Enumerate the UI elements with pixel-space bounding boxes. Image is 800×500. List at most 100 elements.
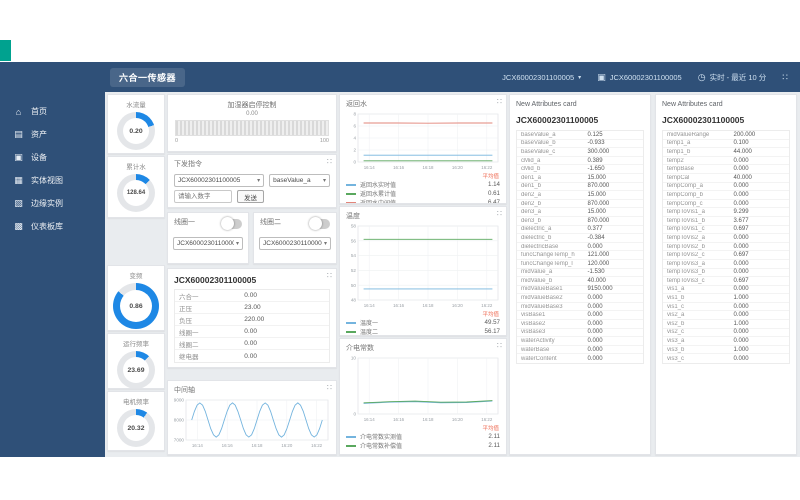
attribute-row: den3_a 15.000: [517, 208, 643, 217]
attribute-key: tempToVis3_a: [667, 260, 705, 267]
attributes-card-2: New Attributes card JCX60002301100005 mi…: [655, 94, 797, 455]
attributes-card-2-title: JCX60002301100005: [662, 115, 745, 125]
attribute-row: baseValue_c 300.000: [517, 148, 643, 157]
attribute-value: 0.000: [587, 312, 603, 319]
attribute-value: -0.384: [587, 234, 605, 241]
sidebar-item-label: 边缘实例: [31, 199, 63, 208]
device-value-key: 线圈一: [179, 329, 199, 337]
chevron-down-icon: ▾: [257, 178, 261, 184]
attribute-value: 0.000: [587, 355, 603, 362]
legend-row[interactable]: 温度二 56.17: [346, 327, 500, 335]
expand-icon[interactable]: ∷: [326, 157, 332, 166]
attribute-value: 15.000: [587, 191, 606, 198]
expand-icon[interactable]: ∷: [326, 271, 332, 280]
legend-row[interactable]: 温度一 49.57: [346, 318, 500, 327]
sidebar-item-edge-instances[interactable]: ▧ 边缘实例: [0, 192, 105, 215]
legend-series-value: 1.14: [487, 181, 500, 188]
attribute-key: dielectric_b: [521, 234, 552, 241]
attribute-row: den1_b 870.000: [517, 183, 643, 192]
expand-icon[interactable]: ∷: [326, 383, 332, 392]
attributes-table-1: baseValue_a 0.125 baseValue_b -0.933 baseVal…: [516, 130, 644, 365]
sidebar-item-entity-views[interactable]: ▦ 实体视图: [0, 169, 105, 192]
coil-1-toggle[interactable]: [221, 217, 242, 230]
svg-text:8: 8: [353, 112, 356, 117]
sidebar-item-home[interactable]: ⌂ 首页: [0, 100, 105, 123]
attribute-value: 0.000: [587, 329, 603, 336]
device-value-row: 线圈一 0.00: [175, 326, 329, 338]
sidebar-item-label: 资产: [31, 130, 47, 139]
attribute-row: dielectric_a 0.377: [517, 226, 643, 235]
attribute-key: tempToVis2_a: [667, 234, 705, 241]
attribute-row: tempComp_a 0.000: [663, 183, 789, 192]
command-device-select[interactable]: JCX60002301100005 ▾: [174, 174, 265, 187]
attribute-key: funcChangeTemp_h: [521, 252, 575, 259]
home-icon: ⌂: [15, 106, 22, 117]
expand-icon[interactable]: ∷: [496, 209, 502, 218]
legend-row[interactable]: 介电常数实测值 2.11: [346, 432, 500, 441]
attribute-value: -1.650: [587, 166, 605, 173]
legend-series-value: 2.11: [488, 433, 500, 440]
attribute-value: 15.000: [587, 209, 606, 216]
legend-row[interactable]: 返回水中间值 6.47: [346, 198, 500, 203]
entity-alias-select[interactable]: JCX60002301100005 ▾: [502, 73, 581, 82]
attribute-value: 200.000: [733, 131, 756, 138]
attribute-key: tempToVis3_c: [667, 277, 705, 284]
chevron-down-icon: ▾: [323, 241, 327, 247]
dielectric-chart-card: 介电常数 ∷ 10 0 16:14 16:16 16:18 16:20 16:22 平均值介…: [339, 338, 507, 455]
sidebar-item-assets[interactable]: ▤ 资产: [0, 123, 105, 146]
attribute-row: visBase3 0.000: [517, 329, 643, 338]
dashboard-toolbar: 六合一传感器 JCX60002301100005 ▾ ▣ JCX60002301…: [0, 62, 800, 92]
gauge-title: 水流量: [126, 102, 146, 109]
attribute-value: 0.000: [733, 243, 749, 250]
legend-series-value: 49.57: [484, 319, 500, 326]
attribute-key: tempCal: [667, 174, 690, 181]
coil-2-toggle[interactable]: [309, 217, 330, 230]
attribute-row: vis3_b 1.000: [663, 346, 789, 355]
chevron-down-icon: ▾: [578, 74, 582, 81]
command-number-input[interactable]: [174, 190, 232, 203]
svg-text:16:20: 16:20: [281, 443, 293, 448]
legend-row[interactable]: 返回水实时值 1.14: [346, 180, 500, 189]
legend-row[interactable]: 返回水累计值 0.61: [346, 189, 500, 198]
attributes-card-2-header: New Attributes card: [662, 101, 723, 108]
attribute-key: waterActivity: [521, 338, 555, 345]
expand-icon[interactable]: ∷: [496, 341, 502, 350]
coil-1-device-select[interactable]: JCX60002301100005 ▾: [173, 237, 243, 250]
attribute-value: 0.000: [733, 260, 749, 267]
attribute-key: den3_a: [521, 209, 542, 216]
sidebar-item-dashboards[interactable]: ▩ 仪表板库: [0, 215, 105, 238]
attribute-value: 1.000: [733, 346, 749, 353]
attribute-row: visBase2 0.000: [517, 320, 643, 329]
device-value-value: 0.00: [244, 352, 257, 360]
legend-row[interactable]: 介电常数补偿值 2.11: [346, 441, 500, 450]
attribute-key: visBase1: [521, 312, 546, 319]
attribute-value: 0.000: [733, 303, 749, 310]
coil-1-title: 线圈一: [174, 219, 195, 226]
timewindow-button[interactable]: ◷ 实时 - 最近 10 分: [698, 72, 767, 83]
humidifier-title: 加湿器启停控制: [227, 102, 277, 109]
expand-icon[interactable]: ∷: [496, 97, 502, 106]
coil-1-card: 线圈一 JCX60002301100005 ▾: [167, 212, 249, 264]
toolbar-actions: JCX60002301100005 ▾ ▣ JCX60002301100005 …: [502, 72, 800, 83]
sidebar-item-label: 仪表板库: [31, 222, 63, 231]
svg-text:16:18: 16:18: [423, 165, 435, 170]
sidebar-item-devices[interactable]: ▣ 设备: [0, 146, 105, 169]
attribute-key: tempToVis2_b: [667, 243, 705, 250]
device-chip[interactable]: ▣ JCX60002301100005: [597, 72, 682, 83]
edge-instances-icon: ▧: [14, 198, 23, 208]
attribute-row: tempToVis2_a 0.000: [663, 234, 789, 243]
command-key-select[interactable]: baseValue_a ▾: [269, 174, 330, 187]
send-button[interactable]: 发送: [237, 190, 264, 203]
device-value-key: 负压: [179, 317, 192, 325]
mid-shaft-chart-title: 中间轴: [174, 387, 195, 394]
attribute-value: 9.299: [733, 209, 749, 216]
attribute-value: 0.000: [733, 286, 749, 293]
humidifier-slider[interactable]: [175, 120, 329, 136]
attribute-row: baseValue_b -0.933: [517, 140, 643, 149]
gauge-value: 23.69: [127, 366, 145, 374]
coil-2-device-select[interactable]: JCX60002301100005 ▾: [259, 237, 331, 250]
attribute-value: 0.000: [733, 355, 749, 362]
gauge-donut: 0.86: [113, 283, 159, 329]
fullscreen-icon[interactable]: ∷: [782, 71, 788, 82]
